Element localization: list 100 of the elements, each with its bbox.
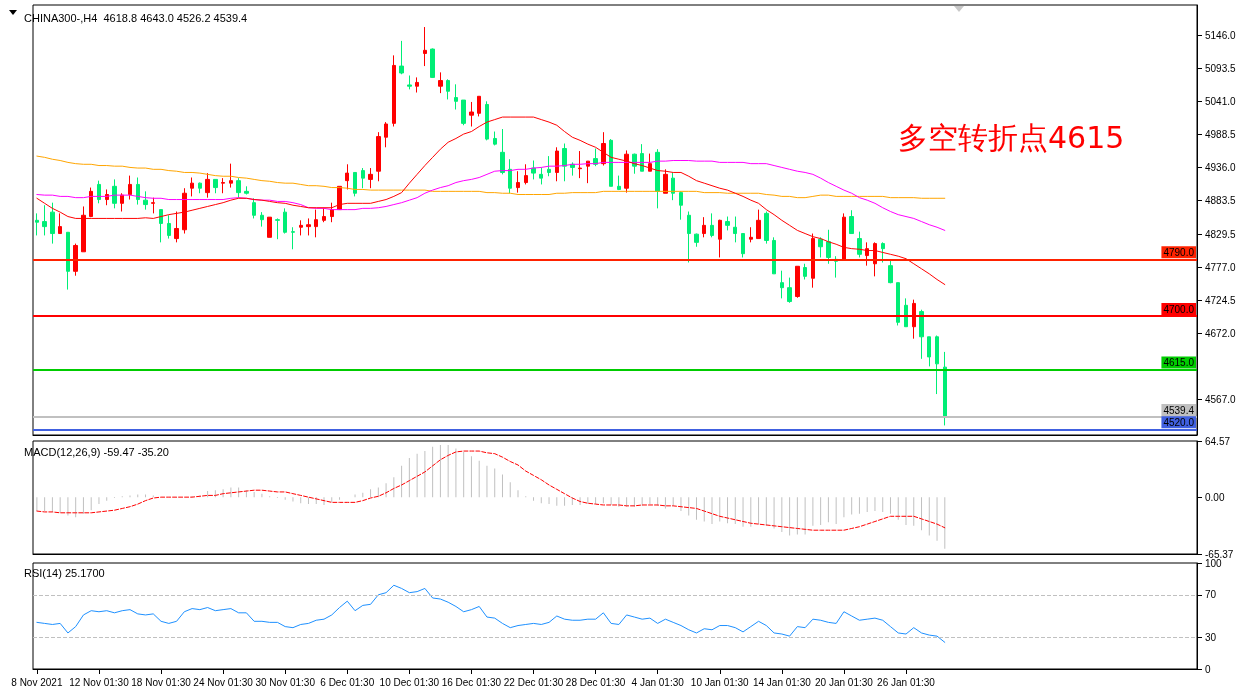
candlestick (547, 155, 551, 177)
candlestick (267, 216, 272, 238)
y-tick-label: 4829.5 (1205, 228, 1237, 240)
candlestick (663, 168, 668, 194)
y-tick-label: 4777.0 (1205, 262, 1237, 274)
x-tick-label: 18 Nov 01:30 (131, 676, 192, 688)
candlestick (943, 351, 947, 426)
candlestick (578, 150, 582, 179)
candlestick (718, 219, 722, 258)
candlestick (42, 204, 47, 236)
y-tick-label: 0.00 (1205, 491, 1225, 503)
candlestick (430, 47, 435, 79)
x-tick-label: 24 Nov 01:30 (193, 676, 254, 688)
candlestick (368, 167, 373, 189)
candlestick (733, 216, 737, 243)
x-tick-label: 26 Jan 01:30 (877, 676, 936, 688)
candlestick (803, 263, 807, 280)
candlestick (213, 178, 218, 194)
candlestick (702, 216, 706, 238)
candlestick (128, 175, 132, 201)
candlestick (198, 182, 202, 194)
candlestick (423, 26, 427, 67)
x-tick-label: 6 Dec 01:30 (320, 676, 375, 688)
candlestick (260, 211, 264, 228)
chart-title: RSI(14) 25.1700 (24, 566, 105, 579)
candlestick (399, 40, 404, 75)
candlestick (826, 229, 831, 265)
line-series (36, 155, 946, 199)
candlestick (167, 214, 171, 240)
candlestick (749, 226, 753, 243)
candlestick (454, 83, 458, 111)
x-tick-label: 30 Nov 01:30 (255, 676, 316, 688)
candlestick (477, 95, 481, 117)
x-tick-label: 8 Nov 2021 (11, 676, 63, 688)
candlestick (353, 171, 357, 197)
candlestick (539, 166, 543, 185)
candlestick (609, 138, 613, 187)
candlestick (562, 143, 567, 182)
candlestick (555, 146, 559, 182)
y-tick-label: 0 (1205, 663, 1211, 675)
candlestick (112, 178, 117, 209)
candlestick (190, 177, 194, 197)
candlestick (35, 212, 39, 236)
candlestick (159, 209, 163, 243)
candlestick (283, 207, 287, 235)
candlestick (624, 149, 629, 194)
ref-line-label: 4520.0 (1163, 416, 1195, 428)
candlestick (314, 209, 318, 238)
ref-line-label: 4700.0 (1163, 303, 1195, 315)
x-tick-label: 10 Dec 01:30 (379, 676, 440, 688)
candlestick (461, 99, 466, 126)
candlestick (446, 78, 450, 100)
candlestick (648, 153, 652, 172)
candlestick (919, 309, 924, 360)
candlestick (787, 277, 792, 304)
candlestick (687, 211, 691, 263)
candlestick (725, 216, 730, 231)
y-tick-label: 4672.0 (1205, 328, 1237, 340)
candlestick (795, 265, 800, 299)
y-tick-label: 5093.5 (1205, 62, 1237, 74)
x-tick-label: 22 Dec 01:30 (503, 676, 564, 688)
candlestick (299, 219, 303, 236)
x-tick-label: 14 Jan 01:30 (752, 676, 812, 688)
candlestick (174, 211, 179, 243)
candlestick (710, 212, 714, 238)
y-tick-label: 100 (1205, 557, 1223, 569)
candlestick (531, 160, 536, 180)
candlestick (927, 336, 931, 367)
y-tick-label: 70 (1205, 589, 1217, 601)
candlestick (904, 297, 908, 328)
candlestick (120, 192, 124, 212)
candlestick (485, 100, 489, 141)
candlestick (89, 187, 93, 218)
candlestick (407, 75, 412, 90)
y-tick-label: 4567.0 (1205, 394, 1237, 406)
candlestick (291, 226, 295, 250)
candlestick (376, 131, 381, 182)
candlestick (694, 233, 699, 248)
candlestick (306, 217, 311, 236)
y-tick-label: 5041.0 (1205, 95, 1237, 107)
candlestick (772, 236, 776, 275)
candlestick (516, 170, 520, 194)
candlestick (252, 197, 256, 219)
candlestick (601, 131, 606, 167)
candlestick (617, 175, 621, 191)
candlestick (881, 241, 885, 263)
candlestick (58, 212, 62, 235)
candlestick (671, 171, 675, 201)
line-series (36, 160, 946, 231)
x-tick-label: 16 Dec 01:30 (441, 676, 502, 688)
candlestick (508, 158, 512, 194)
candlestick (935, 335, 939, 395)
candlestick (865, 241, 869, 267)
y-tick-label: 64.57 (1205, 435, 1231, 447)
y-tick-label: 4883.5 (1205, 194, 1237, 206)
candlestick (136, 177, 140, 206)
candlestick (818, 236, 823, 258)
candlestick (493, 131, 497, 146)
ref-line-label: 4790.0 (1163, 246, 1195, 258)
candlestick (221, 177, 225, 194)
